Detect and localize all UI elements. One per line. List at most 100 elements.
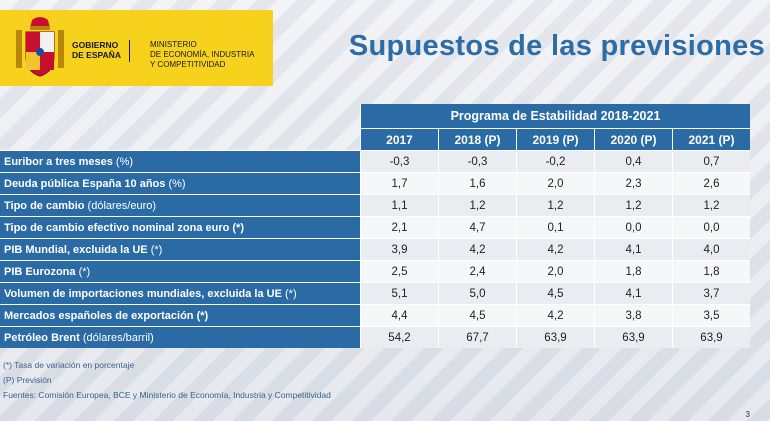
footnote-forecast: (P) Previsión bbox=[3, 375, 52, 385]
table-cell: 1,6 bbox=[438, 172, 516, 194]
table-cell: -0,3 bbox=[360, 150, 438, 172]
table-cell: 4,7 bbox=[438, 216, 516, 238]
year-header-row: 2017 2018 (P) 2019 (P) 2020 (P) 2021 (P) bbox=[0, 128, 750, 150]
table-row: Volumen de importaciones mundiales, excl… bbox=[0, 282, 750, 304]
table-cell: 2,3 bbox=[594, 172, 672, 194]
table-cell: 1,2 bbox=[672, 194, 750, 216]
page-title: Supuestos de las previsiones bbox=[348, 30, 765, 62]
table-cell: 4,4 bbox=[360, 304, 438, 326]
year-header: 2021 (P) bbox=[672, 128, 750, 150]
row-label: Euribor a tres meses (%) bbox=[0, 150, 360, 172]
table-cell: 4,2 bbox=[516, 238, 594, 260]
forecast-table: Programa de Estabilidad 2018-2021 2017 20… bbox=[0, 104, 750, 348]
table-cell: 1,2 bbox=[516, 194, 594, 216]
year-header: 2018 (P) bbox=[438, 128, 516, 150]
row-label: Volumen de importaciones mundiales, excl… bbox=[0, 282, 360, 304]
table-cell: 2,0 bbox=[516, 172, 594, 194]
table-cell: 1,8 bbox=[594, 260, 672, 282]
table-cell: 5,0 bbox=[438, 282, 516, 304]
row-label: Tipo de cambio (dólares/euro) bbox=[0, 194, 360, 216]
table-cell: 0,1 bbox=[516, 216, 594, 238]
table-cell: -0,2 bbox=[516, 150, 594, 172]
table-cell: 2,5 bbox=[360, 260, 438, 282]
table-row: Tipo de cambio efectivo nominal zona eur… bbox=[0, 216, 750, 238]
government-name: GOBIERNO DE ESPAÑA bbox=[72, 40, 130, 62]
table-cell: 4,0 bbox=[672, 238, 750, 260]
sources-note: Fuentes: Comisión Europea, BCE y Ministe… bbox=[3, 390, 331, 400]
table-cell: 3,8 bbox=[594, 304, 672, 326]
table-cell: 67,7 bbox=[438, 326, 516, 348]
row-label: Deuda pública España 10 años (%) bbox=[0, 172, 360, 194]
table-cell: 63,9 bbox=[672, 326, 750, 348]
year-header: 2017 bbox=[360, 128, 438, 150]
table-cell: 4,5 bbox=[516, 282, 594, 304]
table-cell: 2,6 bbox=[672, 172, 750, 194]
table-cell: 2,0 bbox=[516, 260, 594, 282]
row-label-main: Euribor a tres meses bbox=[4, 155, 113, 168]
row-label-suffix: (dólares/barril) bbox=[79, 331, 154, 344]
row-label-main: PIB Mundial, excluida la UE bbox=[4, 243, 148, 256]
table-cell: 1,1 bbox=[360, 194, 438, 216]
gov-line-1: GOBIERNO bbox=[72, 40, 119, 50]
blank-corner bbox=[0, 128, 360, 150]
coat-of-arms-icon bbox=[16, 17, 64, 77]
table-cell: 2,4 bbox=[438, 260, 516, 282]
row-label-main: Mercados españoles de exportación (*) bbox=[4, 309, 209, 322]
footnote-rate: (*) Tasa de variación en porcentaje bbox=[3, 360, 135, 370]
blank-corner bbox=[0, 104, 360, 128]
group-header: Programa de Estabilidad 2018-2021 bbox=[360, 104, 750, 128]
year-header: 2019 (P) bbox=[516, 128, 594, 150]
row-label-suffix: (*) bbox=[147, 243, 163, 256]
gov-line-2: DE ESPAÑA bbox=[72, 50, 121, 60]
table-cell: 4,5 bbox=[438, 304, 516, 326]
page-number: 3 bbox=[745, 410, 750, 419]
row-label-suffix: (dólares/euro) bbox=[84, 199, 157, 212]
table-cell: 4,1 bbox=[594, 282, 672, 304]
government-logo-banner: GOBIERNO DE ESPAÑA MINISTERIO DE ECONOMÍ… bbox=[0, 10, 273, 86]
table-row: Euribor a tres meses (%) -0,3 -0,3 -0,2 0,4 0… bbox=[0, 150, 750, 172]
table-cell: 3,7 bbox=[672, 282, 750, 304]
footnotes: (*) Tasa de variación en porcentaje (P) … bbox=[3, 358, 331, 403]
table-row: PIB Mundial, excluida la UE (*) 3,9 4,2 4,2… bbox=[0, 238, 750, 260]
row-label-main: Petróleo Brent bbox=[4, 331, 80, 344]
row-label: Tipo de cambio efectivo nominal zona eur… bbox=[0, 216, 360, 238]
table-cell: 1,8 bbox=[672, 260, 750, 282]
row-label-suffix: (*) bbox=[75, 265, 91, 278]
table-cell: 63,9 bbox=[594, 326, 672, 348]
table-row: Tipo de cambio (dólares/euro) 1,1 1,2 1,2 1,… bbox=[0, 194, 750, 216]
table-cell: 3,5 bbox=[672, 304, 750, 326]
ministry-line-3: Y COMPETITIVIDAD bbox=[150, 60, 226, 69]
table-cell: 0,4 bbox=[594, 150, 672, 172]
table-row: Deuda pública España 10 años (%) 1,7 1,6 2,… bbox=[0, 172, 750, 194]
table-body: Euribor a tres meses (%) -0,3 -0,3 -0,2 0,4 0… bbox=[0, 150, 750, 348]
row-label-suffix: (*) bbox=[281, 287, 297, 300]
table-cell: 1,2 bbox=[438, 194, 516, 216]
table-cell: 2,1 bbox=[360, 216, 438, 238]
table-cell: 54,2 bbox=[360, 326, 438, 348]
row-label: Petróleo Brent (dólares/barril) bbox=[0, 326, 360, 348]
table-row: Mercados españoles de exportación (*) 4,4… bbox=[0, 304, 750, 326]
row-label: PIB Eurozona (*) bbox=[0, 260, 360, 282]
ministry-line-2: DE ECONOMÍA, INDUSTRIA bbox=[150, 50, 255, 59]
table-cell: 1,2 bbox=[594, 194, 672, 216]
table-cell: 0,7 bbox=[672, 150, 750, 172]
table-cell: 1,7 bbox=[360, 172, 438, 194]
row-label-main: Deuda pública España 10 años bbox=[4, 177, 166, 190]
row-label: PIB Mundial, excluida la UE (*) bbox=[0, 238, 360, 260]
table-cell: 0,0 bbox=[672, 216, 750, 238]
row-label-suffix: (%) bbox=[165, 177, 186, 190]
row-label-main: Tipo de cambio bbox=[4, 199, 85, 212]
row-label-suffix: (%) bbox=[112, 155, 134, 168]
year-header: 2020 (P) bbox=[594, 128, 672, 150]
ministry-name: MINISTERIO DE ECONOMÍA, INDUSTRIA Y COMP… bbox=[150, 40, 270, 70]
table-cell: -0,3 bbox=[438, 150, 516, 172]
row-label: Mercados españoles de exportación (*) bbox=[0, 304, 360, 326]
table-cell: 5,1 bbox=[360, 282, 438, 304]
table-cell: 4,2 bbox=[516, 304, 594, 326]
table-row: Petróleo Brent (dólares/barril) 54,2 67,7 6… bbox=[0, 326, 750, 348]
table-cell: 63,9 bbox=[516, 326, 594, 348]
table-cell: 4,1 bbox=[594, 238, 672, 260]
ministry-line-1: MINISTERIO bbox=[150, 40, 197, 49]
row-label-main: PIB Eurozona bbox=[4, 265, 76, 278]
table-cell: 4,2 bbox=[438, 238, 516, 260]
